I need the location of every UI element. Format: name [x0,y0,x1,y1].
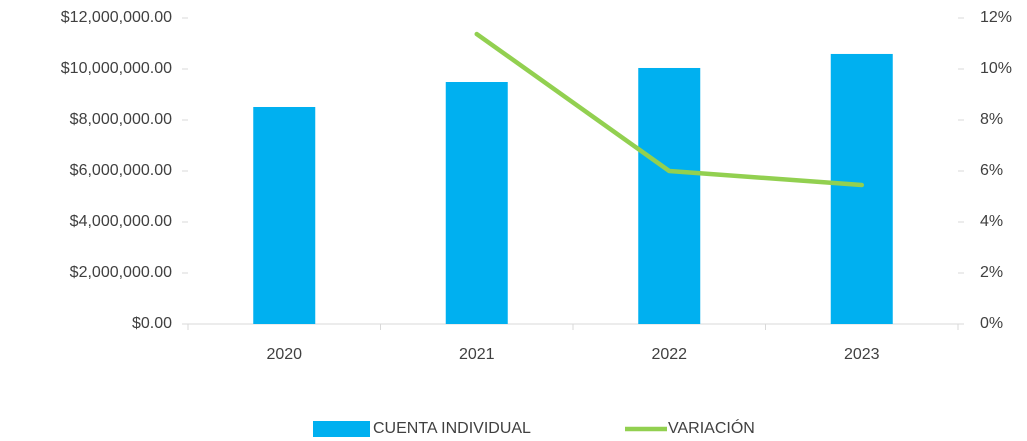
y-tick-label: $12,000,000.00 [61,9,172,26]
line [474,31,864,188]
x-tick-label: 2022 [651,346,687,363]
y2-tick-label: 6% [980,162,1003,179]
legend-label: VARIACIÓN [668,418,755,437]
y2-tick-label: 4% [980,213,1003,230]
bar [638,67,701,324]
x-tick-label: 2020 [266,346,302,363]
y-tick-label: $4,000,000.00 [70,213,172,230]
y-tick-label: $6,000,000.00 [70,162,172,179]
legend-label: CUENTA INDIVIDUAL [373,420,531,437]
y2-tick-label: 12% [980,9,1012,26]
y-tick-label: $10,000,000.00 [61,60,172,77]
y-tick-label: $2,000,000.00 [70,264,172,281]
y-tick-label: $8,000,000.00 [70,111,172,128]
y2-tick-label: 8% [980,111,1003,128]
y-tick-label: $0.00 [132,315,172,332]
bar [253,106,316,325]
y2-tick-label: 2% [980,264,1003,281]
x-tick-label: 2023 [844,346,880,363]
bar [445,82,508,324]
legend-swatch [313,421,370,437]
y2-tick-label: 10% [980,60,1012,77]
y2-tick-label: 0% [980,315,1003,332]
bar [830,53,893,324]
x-tick-label: 2021 [459,346,495,363]
